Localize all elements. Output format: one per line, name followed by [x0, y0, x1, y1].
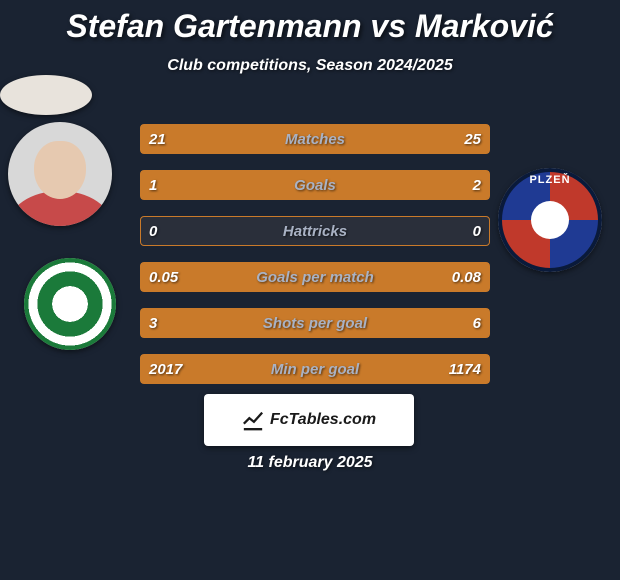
page-title: Stefan Gartenmann vs Marković	[0, 0, 620, 45]
stat-value-right: 2	[473, 171, 481, 199]
stat-value-left: 0.05	[149, 263, 178, 291]
page-subtitle: Club competitions, Season 2024/2025	[0, 57, 620, 75]
stat-value-left: 3	[149, 309, 157, 337]
chart-icon	[242, 409, 264, 431]
stat-label: Shots per goal	[141, 309, 489, 337]
stat-value-left: 21	[149, 125, 166, 153]
brand-text: FcTables.com	[270, 411, 376, 429]
stat-row: Shots per goal3 6	[140, 308, 490, 338]
stat-row: Goals per match0.05 0.08	[140, 262, 490, 292]
stat-label: Goals per match	[141, 263, 489, 291]
stat-row: Hattricks0 0	[140, 216, 490, 246]
stat-value-left: 2017	[149, 355, 182, 383]
stat-label: Goals	[141, 171, 489, 199]
stat-label: Min per goal	[141, 355, 489, 383]
stat-value-left: 0	[149, 217, 157, 245]
brand-card: FcTables.com	[204, 394, 414, 446]
footer-date: 11 february 2025	[0, 454, 620, 472]
stat-value-left: 1	[149, 171, 157, 199]
stat-row: Min per goal2017 1174	[140, 354, 490, 384]
stat-value-right: 25	[464, 125, 481, 153]
stat-row: Matches21 25	[140, 124, 490, 154]
stat-value-right: 0	[473, 217, 481, 245]
stat-value-right: 1174	[449, 355, 481, 383]
stat-label: Matches	[141, 125, 489, 153]
stat-row: Goals1 2	[140, 170, 490, 200]
stat-value-right: 0.08	[452, 263, 481, 291]
stat-value-right: 6	[473, 309, 481, 337]
stat-label: Hattricks	[141, 217, 489, 245]
